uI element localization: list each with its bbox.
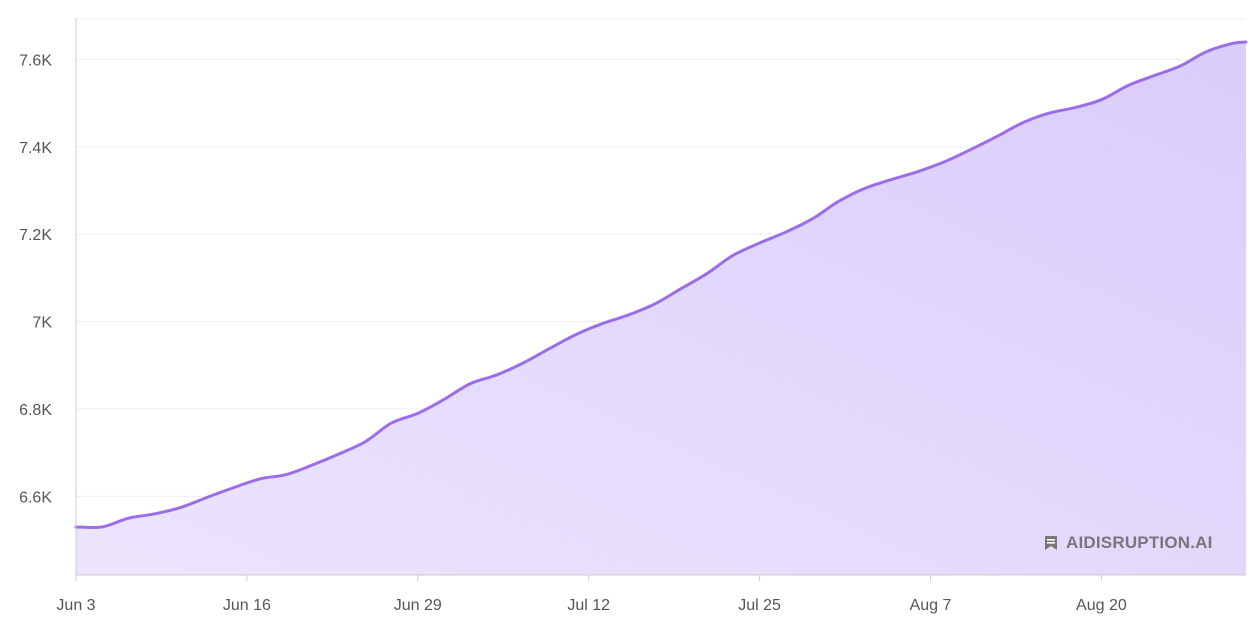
watermark: AIDISRUPTION.AI [1044, 533, 1213, 553]
x-tick-label: Jun 29 [394, 597, 442, 614]
y-tick-label: 7.4K [19, 140, 52, 157]
y-tick-label: 7.2K [19, 227, 52, 244]
y-tick-label: 6.8K [19, 402, 52, 419]
x-tick-label: Jul 25 [738, 597, 781, 614]
x-tick-label: Jun 3 [56, 597, 95, 614]
x-tick-label: Aug 7 [910, 597, 952, 614]
y-axis-ticks: 6.6K 6.8K 7K 7.2K 7.4K 7.6K [19, 53, 52, 507]
series-area [74, 40, 1248, 575]
y-tick-label: 7.6K [19, 53, 52, 70]
x-axis-ticks: Jun 3 Jun 16 Jun 29 Jul 12 Jul 25 Aug 7 Aug 20 [56, 575, 1127, 614]
watermark-text: AIDISRUPTION.AI [1066, 533, 1213, 552]
bookmark-icon [1045, 536, 1057, 550]
series-area-fill [76, 42, 1246, 575]
x-tick-label: Aug 20 [1076, 597, 1127, 614]
series-line [74, 40, 1248, 530]
x-tick-label: Jul 12 [567, 597, 610, 614]
y-tick-label: 6.6K [19, 489, 52, 506]
y-tick-label: 7K [32, 315, 52, 332]
axes [75, 18, 1246, 576]
x-tick-label: Jun 16 [223, 597, 271, 614]
